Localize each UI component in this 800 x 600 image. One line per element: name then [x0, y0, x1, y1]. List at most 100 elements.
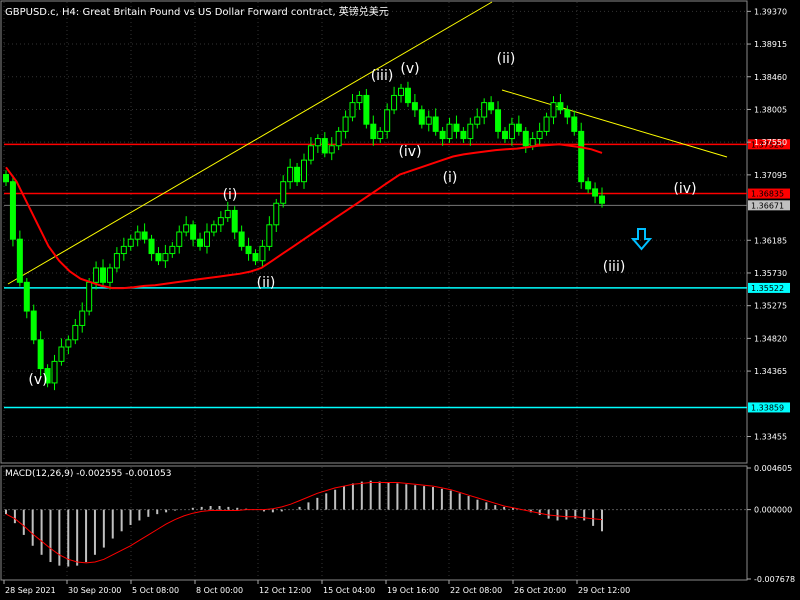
- axes-layer: 1.39370 1.38915 1.38460 1.38005 1.37550 1.370…: [3, 7, 795, 595]
- candle-body: [106, 267, 113, 283]
- wave-label[interactable]: (iv): [673, 181, 696, 197]
- candle-body: [162, 253, 169, 262]
- candle-body: [58, 346, 65, 362]
- current-price-tag: [748, 200, 790, 211]
- candle-body: [113, 253, 120, 269]
- candle-body: [148, 238, 155, 255]
- candle-body: [86, 281, 93, 312]
- candle-body: [585, 181, 592, 190]
- down-arrow-icon[interactable]: [630, 228, 653, 251]
- candle-body: [377, 130, 384, 140]
- x-tick-label: 22 Oct 08:00: [450, 586, 502, 595]
- candle-body: [252, 253, 259, 262]
- candle-body: [571, 116, 578, 132]
- candle-body: [536, 130, 543, 140]
- macd-panel-frame: [0, 465, 748, 581]
- candle-body: [231, 209, 238, 233]
- candle-body: [245, 245, 252, 255]
- rising-trendline[interactable]: [7, 1, 493, 285]
- candle-body: [599, 195, 605, 204]
- x-tick-label: 29 Oct 12:00: [578, 586, 630, 595]
- x-tick-label: 30 Sep 20:00: [68, 586, 121, 595]
- level-price-label: 1.33859: [751, 403, 784, 412]
- candle-body: [224, 209, 231, 219]
- candle-body: [280, 181, 287, 204]
- moving-average-layer: [5, 143, 603, 290]
- candle-body: [418, 109, 425, 125]
- candle-body: [287, 166, 294, 183]
- macd-y-tick-label: 0.000000: [754, 506, 792, 515]
- wave-label[interactable]: (iii): [603, 259, 626, 275]
- y-tick-label: 1.39370: [754, 7, 787, 16]
- candle-body: [51, 360, 58, 384]
- candle-body: [522, 130, 529, 147]
- y-tick-label: 1.37095: [754, 171, 787, 180]
- candle-body: [460, 130, 467, 140]
- candle-body: [3, 174, 9, 183]
- candle-body: [183, 224, 190, 233]
- candle-body: [349, 102, 356, 118]
- wave-label[interactable]: (v): [400, 61, 419, 77]
- candle-body: [307, 145, 314, 161]
- candle-body: [120, 245, 127, 255]
- candle-body: [294, 166, 301, 183]
- candle-body: [9, 181, 16, 240]
- level-price-tag: [748, 282, 790, 293]
- candle-body: [266, 224, 273, 247]
- macd-layer: [4, 480, 747, 567]
- candle-body: [592, 188, 599, 197]
- candle-body: [550, 102, 557, 118]
- candle-body: [301, 159, 307, 183]
- wave-label[interactable]: (iv): [398, 144, 421, 160]
- moving-average-line: [5, 143, 603, 290]
- y-tick-label: 1.33455: [754, 432, 787, 441]
- y-tick-label: 1.37550: [754, 138, 787, 147]
- candle-body: [356, 94, 363, 104]
- level-price-label: 1.35522: [751, 284, 784, 293]
- x-tick-label: 19 Oct 16:00: [387, 586, 439, 595]
- candle-body: [30, 310, 37, 341]
- macd-y-tick-label: 0.004605: [754, 464, 792, 473]
- candle-body: [564, 109, 571, 118]
- candle-body: [37, 339, 44, 370]
- candle-body: [238, 231, 245, 247]
- candle-body: [65, 339, 72, 348]
- level-price-tag: [748, 139, 790, 150]
- y-tick-label: 1.34365: [754, 367, 787, 376]
- candle-body: [335, 130, 342, 147]
- y-tick-label: 1.38915: [754, 40, 787, 49]
- candle-body: [384, 109, 391, 132]
- wave-label[interactable]: (ii): [497, 51, 516, 67]
- wave-label[interactable]: (i): [223, 187, 238, 203]
- candle-body: [398, 87, 405, 96]
- candle-body: [16, 238, 23, 283]
- candle-body: [217, 217, 224, 226]
- level-price-tag: [748, 402, 790, 413]
- candle-body: [259, 245, 266, 262]
- candle-body: [391, 94, 398, 111]
- wave-label[interactable]: (v): [28, 372, 47, 388]
- wave-label[interactable]: (ii): [257, 275, 276, 291]
- wave-labels-layer[interactable]: (v) (i) (ii) (iii) (v) (iv) (i) (ii) (iv) (iii): [28, 51, 696, 388]
- wave-label[interactable]: (iii): [371, 68, 394, 84]
- candle-body: [467, 123, 474, 140]
- candle-body: [446, 123, 453, 140]
- y-tick-label: 1.38005: [754, 105, 787, 114]
- candle-body: [314, 138, 321, 147]
- candle-body: [197, 238, 204, 247]
- level-price-tag: [748, 188, 790, 199]
- wave-label[interactable]: (i): [443, 170, 458, 186]
- candle-body: [44, 368, 51, 384]
- falling-trendline[interactable]: [501, 89, 728, 158]
- macd-y-tick-label: -0.007678: [754, 575, 795, 584]
- macd-title: MACD(12,26,9) -0.002555 -0.001053: [5, 469, 172, 479]
- y-tick-label: 1.36185: [754, 236, 787, 245]
- trendlines-layer[interactable]: [7, 1, 728, 285]
- candle-body: [134, 231, 141, 240]
- candle-body: [404, 87, 411, 104]
- x-tick-label: 15 Oct 04:00: [323, 586, 375, 595]
- candle-body: [481, 102, 488, 118]
- candle-body: [273, 202, 280, 226]
